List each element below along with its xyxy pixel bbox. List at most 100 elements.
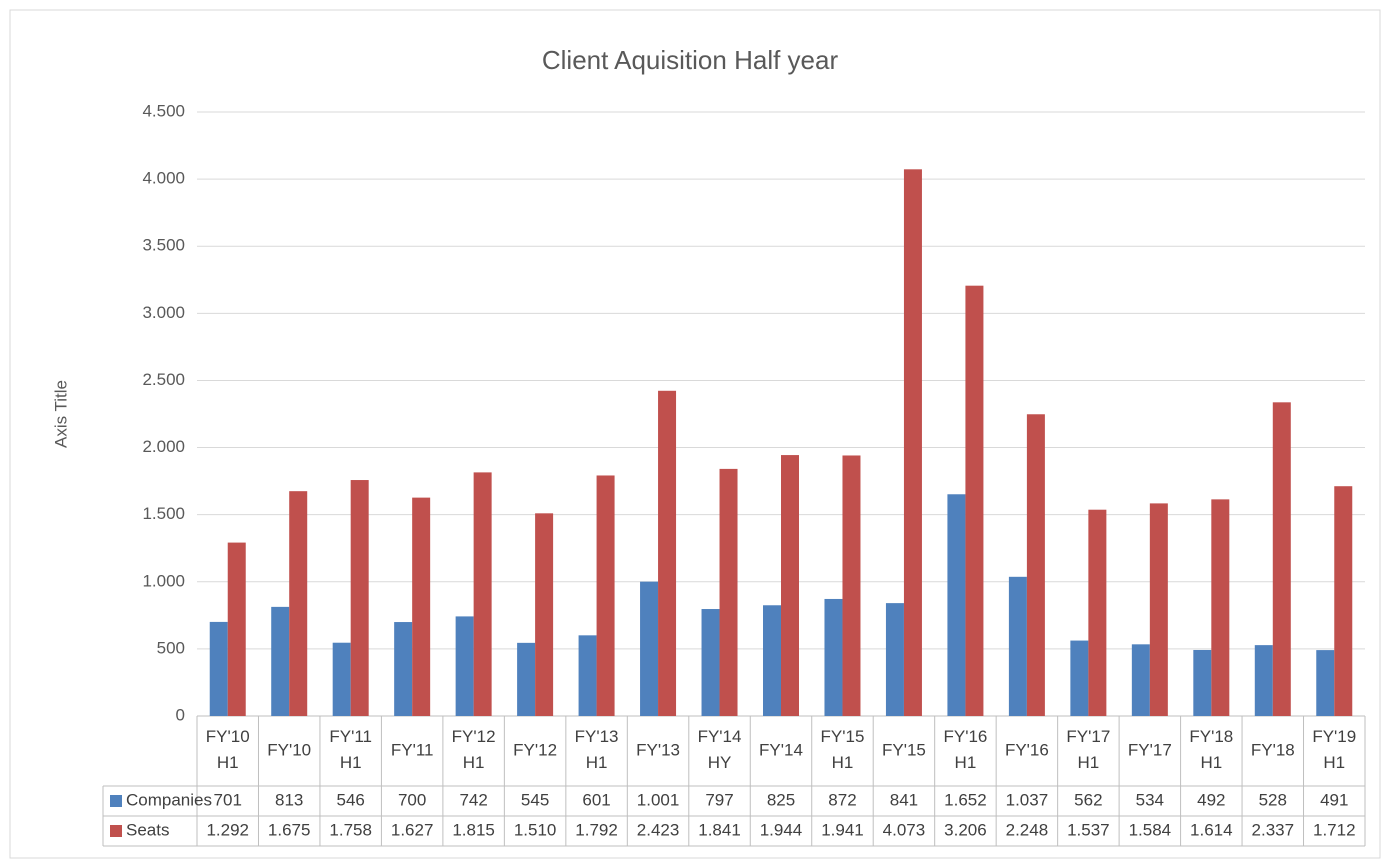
data-label: 1.627	[391, 820, 434, 839]
x-tick-label: FY'11 H1	[329, 727, 372, 772]
y-tick-label: 1.500	[142, 504, 185, 523]
bar	[1131, 644, 1150, 716]
x-tick-label: FY'11	[391, 740, 434, 759]
bar	[350, 480, 369, 716]
data-label: 1.001	[637, 790, 680, 809]
data-label: 1.292	[206, 820, 249, 839]
data-label: 701	[214, 790, 242, 809]
data-label: 492	[1197, 790, 1225, 809]
bar	[412, 497, 431, 716]
bar	[965, 285, 984, 716]
x-tick-label: FY'14 HY	[698, 727, 742, 772]
x-tick-label: FY'16	[1005, 740, 1049, 759]
data-label: 2.423	[637, 820, 680, 839]
bar	[1316, 650, 1335, 716]
data-label: 700	[398, 790, 426, 809]
data-label: 1.941	[821, 820, 864, 839]
bar	[455, 616, 474, 716]
data-label: 3.206	[944, 820, 987, 839]
data-label: 1.841	[698, 820, 741, 839]
y-tick-label: 2.500	[142, 370, 185, 389]
y-tick-label: 3.500	[142, 236, 185, 255]
bar	[394, 622, 413, 716]
data-label: 1.944	[760, 820, 803, 839]
bar	[332, 642, 351, 716]
bar	[1070, 640, 1089, 716]
data-label: 546	[336, 790, 364, 809]
x-tick-label: FY'13	[636, 740, 680, 759]
bar	[517, 642, 536, 716]
chart-title: Client Aquisition Half year	[542, 45, 839, 75]
bar	[596, 475, 615, 716]
bar	[227, 542, 246, 716]
bar	[209, 621, 228, 716]
data-label: 797	[705, 790, 733, 809]
bar	[947, 494, 966, 716]
legend-key	[110, 795, 122, 807]
data-label: 562	[1074, 790, 1102, 809]
data-label: 1.510	[514, 820, 557, 839]
data-label: 2.337	[1252, 820, 1295, 839]
x-tick-label: FY'10	[267, 740, 311, 759]
data-label: 2.248	[1006, 820, 1049, 839]
y-tick-label: 4.000	[142, 169, 185, 188]
data-label: 1.614	[1190, 820, 1233, 839]
data-label: 1.537	[1067, 820, 1110, 839]
data-label: 872	[828, 790, 856, 809]
bar	[1149, 503, 1168, 716]
bar	[473, 472, 492, 716]
y-tick-label: 3.000	[142, 303, 185, 322]
legend-key	[110, 825, 122, 837]
x-tick-label: FY'15 H1	[821, 727, 865, 772]
bar	[578, 635, 597, 716]
data-label: 1.792	[575, 820, 618, 839]
data-label: 1.584	[1129, 820, 1172, 839]
x-tick-label: FY'12	[513, 740, 557, 759]
data-label: 601	[582, 790, 610, 809]
bar	[1193, 649, 1212, 716]
bar	[1026, 414, 1045, 716]
y-tick-label: 4.500	[142, 101, 185, 120]
x-tick-label: FY'16 H1	[943, 727, 987, 772]
bar	[1008, 576, 1027, 716]
data-label: 1.815	[452, 820, 495, 839]
bar	[885, 603, 904, 716]
legend-label: Companies	[126, 790, 212, 809]
bar	[658, 390, 677, 716]
data-label: 534	[1136, 790, 1164, 809]
bar	[824, 598, 843, 716]
x-tick-label: FY'18 H1	[1189, 727, 1233, 772]
bar	[1211, 499, 1230, 716]
data-label: 841	[890, 790, 918, 809]
x-tick-label: FY'14	[759, 740, 803, 759]
y-tick-label: 0	[176, 705, 185, 724]
data-label: 545	[521, 790, 549, 809]
x-tick-label: FY'18	[1251, 740, 1295, 759]
data-label: 1.712	[1313, 820, 1356, 839]
data-label: 1.037	[1006, 790, 1049, 809]
data-label: 491	[1320, 790, 1348, 809]
bar	[781, 455, 799, 716]
bar	[535, 513, 554, 716]
x-tick-label: FY'17 H1	[1066, 727, 1110, 772]
y-tick-label: 1.000	[142, 571, 185, 590]
data-label: 1.652	[944, 790, 987, 809]
y-tick-label: 500	[157, 638, 185, 657]
data-label: 1.675	[268, 820, 311, 839]
data-label: 1.758	[329, 820, 372, 839]
bar	[1334, 486, 1353, 716]
bar	[640, 581, 659, 716]
data-label: 528	[1259, 790, 1287, 809]
data-label: 825	[767, 790, 795, 809]
data-label: 4.073	[883, 820, 926, 839]
data-label: 813	[275, 790, 303, 809]
legend-label: Seats	[126, 820, 169, 839]
x-tick-label: FY'12 H1	[452, 727, 496, 772]
x-tick-label: FY'19 H1	[1312, 727, 1356, 772]
bar	[903, 169, 922, 717]
bar	[719, 468, 738, 716]
bar	[763, 605, 781, 716]
x-tick-label: FY'17	[1128, 740, 1172, 759]
x-tick-label: FY'10 H1	[206, 727, 250, 772]
